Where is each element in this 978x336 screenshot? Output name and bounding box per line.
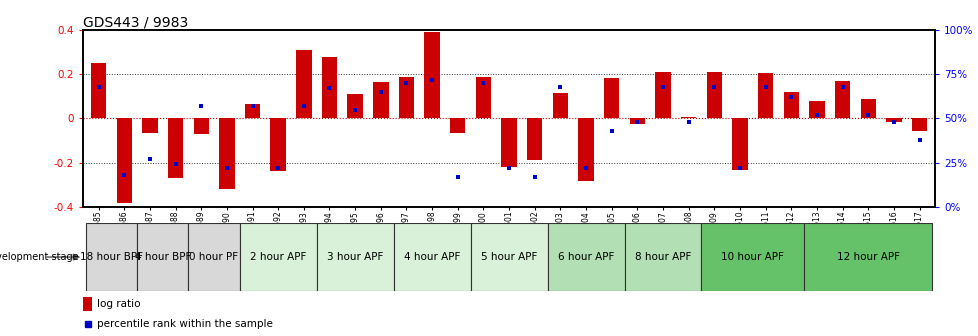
Bar [860, 98, 875, 119]
Bar [373, 82, 388, 119]
Bar [167, 119, 183, 178]
Bar [706, 72, 721, 119]
Bar [322, 57, 336, 119]
Bar [393, 223, 470, 291]
Bar [526, 119, 542, 160]
Bar [450, 119, 465, 133]
Bar [803, 223, 931, 291]
Bar [624, 223, 701, 291]
Bar [316, 223, 393, 291]
Text: 4 hour BPF: 4 hour BPF [134, 252, 191, 262]
Bar [142, 119, 157, 133]
Bar [116, 119, 132, 203]
Bar [347, 94, 363, 119]
Bar [681, 117, 695, 119]
Text: 18 hour BPF: 18 hour BPF [80, 252, 143, 262]
Bar [834, 81, 850, 119]
Bar [501, 119, 516, 167]
Bar [475, 77, 491, 119]
Bar [911, 119, 926, 131]
Bar [603, 78, 619, 119]
Bar [86, 223, 137, 291]
Text: 4 hour APF: 4 hour APF [404, 252, 460, 262]
Bar [578, 119, 593, 181]
Bar [629, 119, 645, 124]
Text: 3 hour APF: 3 hour APF [327, 252, 383, 262]
Bar [219, 119, 235, 189]
Bar [137, 223, 188, 291]
Text: 10 hour APF: 10 hour APF [721, 252, 783, 262]
Bar [424, 33, 439, 119]
Bar [809, 101, 823, 119]
Bar [295, 50, 311, 119]
Bar [470, 223, 547, 291]
Bar [547, 223, 624, 291]
Text: development stage: development stage [0, 252, 78, 262]
Bar [885, 119, 901, 122]
Bar [188, 223, 240, 291]
Bar [240, 223, 316, 291]
Bar [701, 223, 803, 291]
Bar [194, 119, 208, 134]
Bar [553, 93, 567, 119]
Bar [398, 77, 414, 119]
Bar [270, 119, 286, 171]
Bar [83, 297, 92, 311]
Bar [757, 73, 773, 119]
Text: 5 hour APF: 5 hour APF [480, 252, 537, 262]
Bar [244, 104, 260, 119]
Text: GDS443 / 9983: GDS443 / 9983 [83, 15, 189, 29]
Text: 12 hour APF: 12 hour APF [836, 252, 899, 262]
Text: 0 hour PF: 0 hour PF [190, 252, 239, 262]
Bar [91, 63, 107, 119]
Bar [782, 92, 798, 119]
Bar [654, 72, 670, 119]
Text: 6 hour APF: 6 hour APF [557, 252, 613, 262]
Text: percentile rank within the sample: percentile rank within the sample [97, 319, 273, 329]
Bar [732, 119, 747, 170]
Text: 8 hour APF: 8 hour APF [634, 252, 690, 262]
Text: 2 hour APF: 2 hour APF [249, 252, 306, 262]
Text: log ratio: log ratio [97, 299, 140, 309]
